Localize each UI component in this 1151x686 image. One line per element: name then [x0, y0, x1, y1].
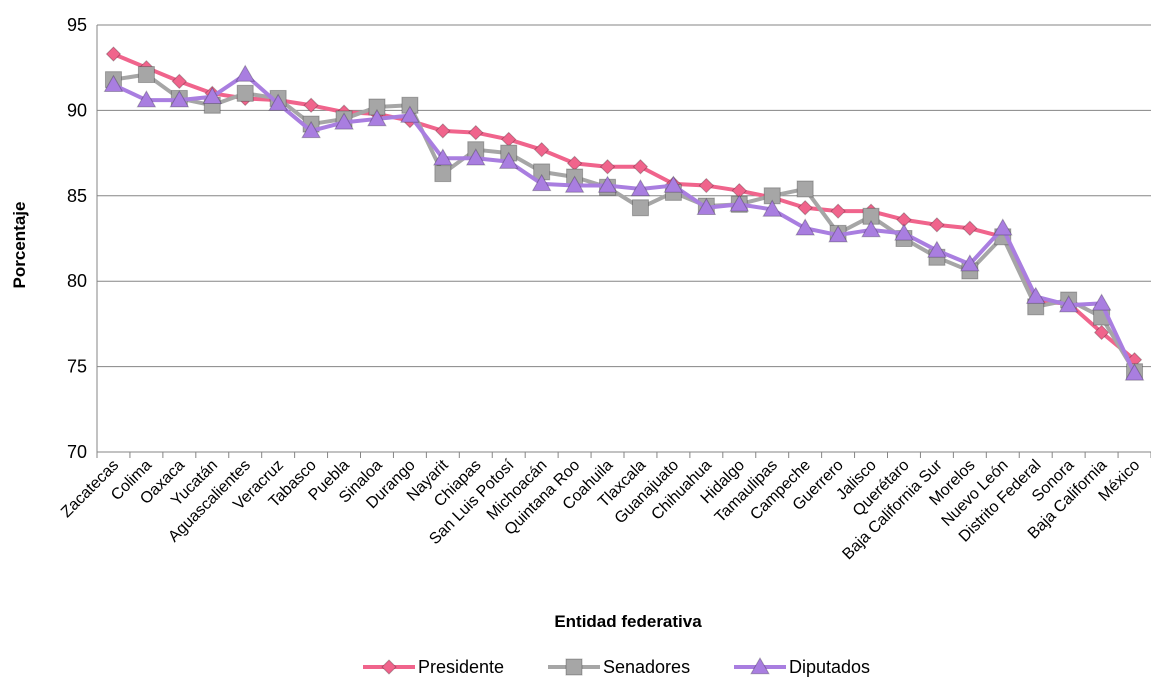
triangle-point	[597, 175, 618, 193]
axes	[96, 25, 1151, 458]
legend-diamond-icon	[381, 659, 397, 675]
legend-item-senadores: Senadores	[548, 657, 690, 677]
triangle-point	[531, 173, 552, 192]
x-axis-tick-labels: ZacatecasColimaOaxacaYucatánAguascalient…	[58, 456, 1143, 563]
triangle-point	[136, 90, 157, 108]
triangle-point	[301, 120, 321, 139]
triangle-point	[202, 86, 223, 104]
diamond-point	[303, 97, 319, 113]
y-axis-tick-labels: 70 75 80 85 90 95	[67, 15, 87, 462]
legend-item-diputados: Diputados	[734, 656, 870, 677]
triangle-point	[959, 254, 980, 272]
triangle-point	[1124, 363, 1145, 381]
y-tick-label: 85	[67, 186, 87, 206]
y-tick-label: 80	[67, 271, 87, 291]
triangle-point	[729, 194, 750, 212]
triangle-point	[103, 74, 124, 93]
triangle-point	[927, 240, 947, 258]
square-point	[631, 199, 649, 217]
diamond-point	[105, 46, 122, 62]
series-diputados	[103, 64, 1145, 381]
triangle-point	[498, 151, 519, 169]
triangle-point	[400, 105, 420, 123]
triangle-point	[894, 223, 914, 241]
series-line-diputados	[112, 72, 1137, 375]
legend-label: Senadores	[603, 657, 690, 677]
diamond-point	[501, 131, 517, 148]
series-group	[103, 46, 1145, 381]
legend: Presidente Senadores Diputados	[363, 656, 870, 677]
diamond-point	[830, 203, 846, 219]
triangle-point	[828, 225, 848, 243]
triangle-point	[564, 175, 585, 193]
triangle-point	[1058, 295, 1079, 313]
diamond-point	[632, 159, 649, 175]
series-line-presidente	[112, 52, 1136, 362]
square-point	[137, 66, 155, 84]
triangle-point	[268, 93, 289, 111]
triangle-point	[432, 148, 453, 166]
diamond-point	[797, 200, 813, 216]
triangle-point	[861, 219, 881, 238]
legend-label: Presidente	[418, 657, 504, 677]
diamond-point	[566, 155, 583, 172]
triangle-point	[334, 112, 354, 130]
y-axis-title: Porcentaje	[10, 202, 29, 289]
y-tick-label: 90	[67, 100, 87, 120]
series-line-senadores	[113, 72, 1137, 373]
legend-label: Diputados	[789, 657, 870, 677]
triangle-point	[992, 218, 1013, 236]
diamond-point	[962, 220, 978, 236]
triangle-point	[795, 218, 816, 236]
diamond-point	[468, 124, 484, 141]
triangle-point	[762, 199, 783, 217]
triangle-point	[169, 90, 190, 108]
diamond-point	[435, 123, 451, 139]
legend-item-presidente: Presidente	[363, 657, 504, 677]
triangle-point	[465, 148, 486, 166]
triangle-point	[630, 178, 651, 197]
x-axis-title: Entidad federativa	[554, 612, 702, 631]
legend-square-icon	[565, 658, 583, 676]
triangle-point	[1091, 293, 1112, 311]
diamond-point	[1093, 324, 1110, 341]
series-senadores	[104, 66, 1144, 381]
y-tick-label: 75	[67, 357, 87, 377]
diamond-point	[533, 141, 550, 158]
triangle-point	[663, 175, 684, 193]
y-tick-label: 95	[67, 15, 87, 35]
triangle-point	[235, 64, 256, 82]
square-point	[796, 180, 814, 198]
diamond-point	[698, 177, 715, 194]
diamond-point	[171, 73, 188, 90]
triangle-point	[696, 197, 717, 216]
square-point	[434, 165, 452, 183]
diamond-point	[599, 159, 616, 175]
legend-triangle-icon	[750, 656, 770, 675]
diamond-point	[929, 217, 945, 233]
triangle-point	[1025, 286, 1046, 304]
square-point	[236, 84, 254, 102]
y-tick-label: 70	[67, 442, 87, 462]
triangle-point	[367, 108, 387, 127]
